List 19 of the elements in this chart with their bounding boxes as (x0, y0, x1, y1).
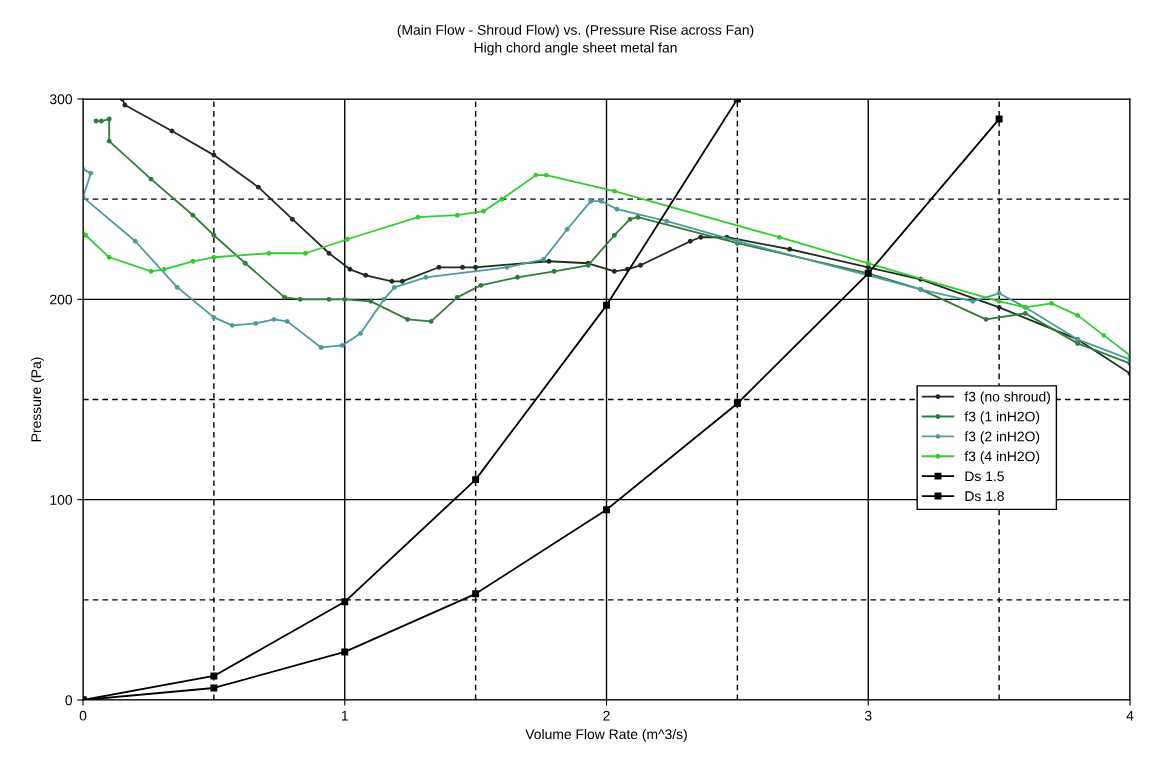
y-tick-label: 300 (49, 94, 73, 105)
legend-label: f3 (1 inH2O) (964, 411, 1040, 425)
legend-label: f3 (4 inH2O) (964, 451, 1040, 464)
y-tick-label: 100 (50, 495, 73, 505)
x-axis-title: Volume Flow Rate (m^3/s) (525, 728, 687, 742)
y-tick-label: 0 (65, 695, 73, 706)
chart-subtitle: High chord angle sheet metal fan (474, 42, 677, 56)
x-tick-label: 0 (79, 710, 87, 721)
x-tick-label: 1 (341, 710, 348, 721)
y-axis-title: Pressure (Pa) (30, 357, 44, 442)
legend-label: Ds 1.5 (965, 471, 1004, 482)
x-tick-label: 2 (603, 710, 610, 721)
chart-title: (Main Flow - Shroud Flow) vs. (Pressure Rise across Fan) (397, 24, 754, 38)
legend-label: f3 (no shroud) (964, 391, 1050, 405)
legend-label: Ds 1.8 (965, 491, 1004, 502)
legend-label: f3 (2 inH2O) (964, 431, 1040, 445)
x-tick-label: 3 (864, 710, 872, 721)
x-tick-label: 4 (1126, 710, 1134, 721)
y-tick-label: 200 (50, 294, 73, 305)
